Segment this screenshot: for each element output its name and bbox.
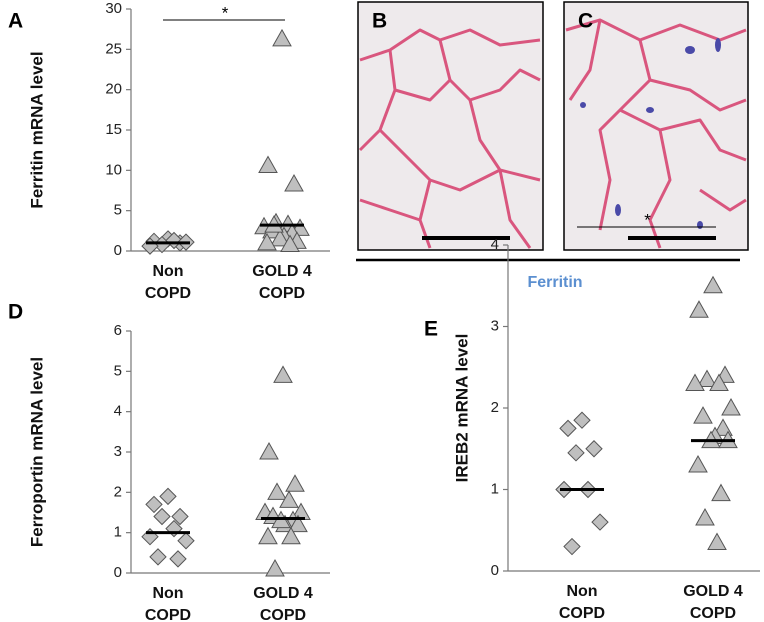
data-point — [709, 373, 729, 392]
y-tick-label: 0 — [491, 562, 499, 579]
data-point — [711, 483, 731, 502]
y-tick-label: 0 — [114, 242, 122, 259]
x-tick-label-box: Non COPD — [144, 585, 192, 622]
data-point — [270, 228, 290, 247]
data-point — [713, 418, 733, 436]
data-point — [257, 232, 277, 251]
y-tick-label: 25 — [105, 40, 122, 57]
panel-label: C — [578, 10, 593, 33]
y-tick-label: 1 — [114, 524, 122, 541]
data-point — [169, 550, 187, 568]
image-caption: Ferritin — [527, 274, 582, 291]
data-point — [567, 444, 585, 462]
data-point — [585, 440, 603, 458]
y-tick-label: 20 — [105, 81, 122, 98]
y-tick-label: 3 — [114, 443, 122, 460]
significance-mark: * — [644, 210, 651, 229]
panel-label: E — [424, 318, 438, 341]
data-point — [689, 300, 709, 318]
data-point — [145, 495, 163, 514]
data-point — [159, 487, 177, 506]
data-point — [258, 155, 278, 173]
data-point — [284, 174, 304, 192]
panel-label: D — [8, 301, 23, 324]
y-axis-label: Ferritin mRNA level — [27, 51, 46, 208]
data-point — [141, 527, 159, 546]
panel-label: B — [372, 10, 387, 33]
data-point — [288, 514, 308, 533]
x-tick-label: Non COPD — [144, 585, 192, 622]
x-tick-label-box: GOLD 4 COPD — [683, 583, 743, 622]
x-tick-label: GOLD 4 COPD — [683, 583, 743, 622]
data-point — [273, 365, 293, 383]
y-axis-label: Ferroportin mRNA level — [27, 357, 46, 547]
data-point — [258, 526, 278, 545]
data-point — [559, 419, 577, 438]
x-tick-label: GOLD 4 COPD — [253, 585, 313, 622]
data-point — [281, 526, 301, 545]
panel-label: A — [8, 10, 23, 33]
data-point — [697, 369, 717, 387]
x-tick-label-box: Non COPD — [144, 263, 192, 302]
y-tick-label: 5 — [114, 202, 122, 219]
data-point — [707, 532, 727, 550]
x-tick-label-box: GOLD 4 COPD — [253, 585, 313, 622]
y-tick-label: 30 — [105, 0, 122, 17]
data-point — [695, 508, 715, 526]
data-point — [721, 397, 741, 416]
data-point — [171, 507, 189, 526]
data-point — [280, 234, 300, 253]
data-point — [165, 231, 183, 250]
y-tick-label: 0 — [114, 564, 122, 581]
data-point — [279, 490, 299, 508]
y-tick-label: 4 — [491, 236, 499, 253]
y-tick-label: 4 — [114, 403, 122, 420]
y-tick-label: 10 — [105, 161, 122, 178]
data-point — [265, 558, 285, 577]
data-point — [563, 537, 581, 556]
data-point — [573, 411, 591, 429]
x-tick-label: GOLD 4 COPD — [252, 263, 312, 302]
x-tick-label: Non COPD — [144, 263, 192, 302]
y-tick-label: 6 — [114, 322, 122, 339]
micrograph-c — [563, 1, 749, 251]
x-tick-label-box: Non COPD — [558, 583, 606, 622]
y-tick-label: 2 — [114, 483, 122, 500]
y-tick-label: 1 — [491, 480, 499, 497]
y-tick-label: 5 — [114, 362, 122, 379]
y-tick-label: 2 — [491, 399, 499, 416]
y-tick-label: 15 — [105, 121, 122, 138]
data-point — [688, 455, 708, 473]
y-axis-label: IREB2 mRNA level — [452, 334, 471, 483]
x-tick-label: Non COPD — [558, 583, 606, 622]
data-point — [685, 373, 705, 392]
micrograph-b — [357, 1, 544, 251]
data-point — [153, 507, 171, 526]
data-point — [591, 513, 609, 531]
significance-mark: * — [222, 3, 229, 22]
data-point — [693, 406, 713, 424]
y-tick-label: 3 — [491, 317, 499, 334]
data-point — [285, 474, 305, 492]
data-point — [149, 548, 167, 566]
data-point — [259, 441, 279, 460]
x-tick-label-box: GOLD 4 COPD — [252, 263, 312, 302]
data-point — [703, 275, 723, 294]
data-point — [267, 482, 287, 500]
data-point — [272, 28, 292, 47]
data-point — [177, 532, 195, 550]
